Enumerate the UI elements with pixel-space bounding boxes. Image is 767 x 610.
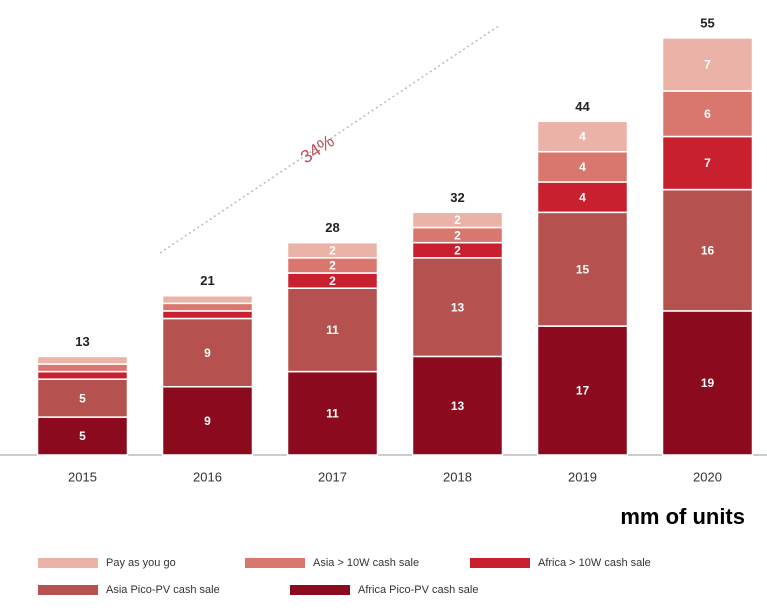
segment-label: 7 bbox=[704, 156, 711, 170]
bar-segment bbox=[36, 355, 129, 365]
bar-segment bbox=[161, 295, 254, 305]
cagr-annotation: 34% bbox=[297, 131, 338, 168]
bar-segment bbox=[536, 211, 629, 327]
segment-label: 13 bbox=[451, 399, 465, 413]
legend-swatch bbox=[245, 558, 305, 568]
segment-label: 16 bbox=[701, 243, 715, 257]
bar-segment bbox=[411, 355, 504, 456]
bar-segment bbox=[286, 287, 379, 373]
legend-label: Asia > 10W cash sale bbox=[313, 557, 419, 569]
segment-label: 9 bbox=[204, 414, 211, 428]
bar-segment bbox=[661, 188, 754, 312]
bar-segment bbox=[661, 37, 754, 92]
bar-segment bbox=[36, 370, 129, 380]
bar-segment bbox=[36, 378, 129, 418]
segment-label: 7 bbox=[704, 58, 711, 72]
bar-segment bbox=[411, 211, 504, 229]
segment-label: 2 bbox=[329, 274, 336, 288]
bar-segment bbox=[411, 257, 504, 358]
segment-label: 15 bbox=[576, 262, 590, 276]
segment-label: 9 bbox=[204, 346, 211, 360]
bar-segment bbox=[661, 310, 754, 456]
segment-label: 19 bbox=[701, 376, 715, 390]
segment-label: 11 bbox=[326, 406, 339, 420]
total-label: 32 bbox=[450, 190, 464, 205]
bar-segment bbox=[286, 241, 379, 259]
segment-label: 11 bbox=[326, 323, 339, 337]
segment-label: 4 bbox=[579, 190, 586, 204]
bar-segment bbox=[161, 302, 254, 312]
total-label: 44 bbox=[575, 99, 590, 114]
legend-swatch bbox=[470, 558, 530, 568]
segment-label: 17 bbox=[576, 384, 590, 398]
x-tick-label: 2020 bbox=[693, 469, 722, 484]
bar-segment bbox=[536, 181, 629, 214]
legend-label: Africa > 10W cash sale bbox=[538, 557, 651, 569]
segment-label: 2 bbox=[454, 243, 461, 257]
bar-segment bbox=[36, 363, 129, 373]
segment-label: 13 bbox=[451, 300, 465, 314]
unit-label: mm of units bbox=[620, 504, 745, 529]
legend-label: Pay as you go bbox=[106, 557, 176, 569]
segment-label: 2 bbox=[454, 228, 461, 242]
segment-label: 2 bbox=[329, 259, 336, 273]
x-tick-label: 2018 bbox=[443, 469, 472, 484]
bar-segment bbox=[161, 317, 254, 388]
bar-segment bbox=[661, 135, 754, 191]
bar-segment bbox=[536, 325, 629, 456]
x-tick-label: 2016 bbox=[193, 469, 222, 484]
x-tick-label: 2019 bbox=[568, 469, 597, 484]
total-label: 55 bbox=[700, 15, 714, 30]
legend-swatch bbox=[290, 585, 350, 595]
legend-label: Africa Pico-PV cash sale bbox=[358, 584, 478, 596]
bar-segment bbox=[536, 150, 629, 183]
x-tick-label: 2015 bbox=[68, 469, 97, 484]
segment-label: 4 bbox=[579, 160, 586, 174]
x-tick-label: 2017 bbox=[318, 469, 347, 484]
legend-swatch bbox=[38, 585, 98, 595]
legend-label: Asia Pico-PV cash sale bbox=[106, 584, 220, 596]
total-label: 13 bbox=[75, 334, 89, 349]
legend-swatch bbox=[38, 558, 98, 568]
bar-segment bbox=[286, 370, 379, 456]
total-label: 28 bbox=[325, 220, 339, 235]
segment-label: 4 bbox=[579, 130, 586, 144]
segment-label: 2 bbox=[454, 213, 461, 227]
total-label: 21 bbox=[200, 273, 214, 288]
cagr-line bbox=[159, 24, 501, 254]
bar-segment bbox=[661, 90, 754, 138]
segment-label: 6 bbox=[704, 107, 711, 121]
segment-label: 5 bbox=[79, 429, 86, 443]
bar-segment bbox=[161, 310, 254, 320]
segment-label: 5 bbox=[79, 391, 86, 405]
segment-label: 2 bbox=[329, 243, 336, 257]
bar-segment bbox=[536, 120, 629, 153]
